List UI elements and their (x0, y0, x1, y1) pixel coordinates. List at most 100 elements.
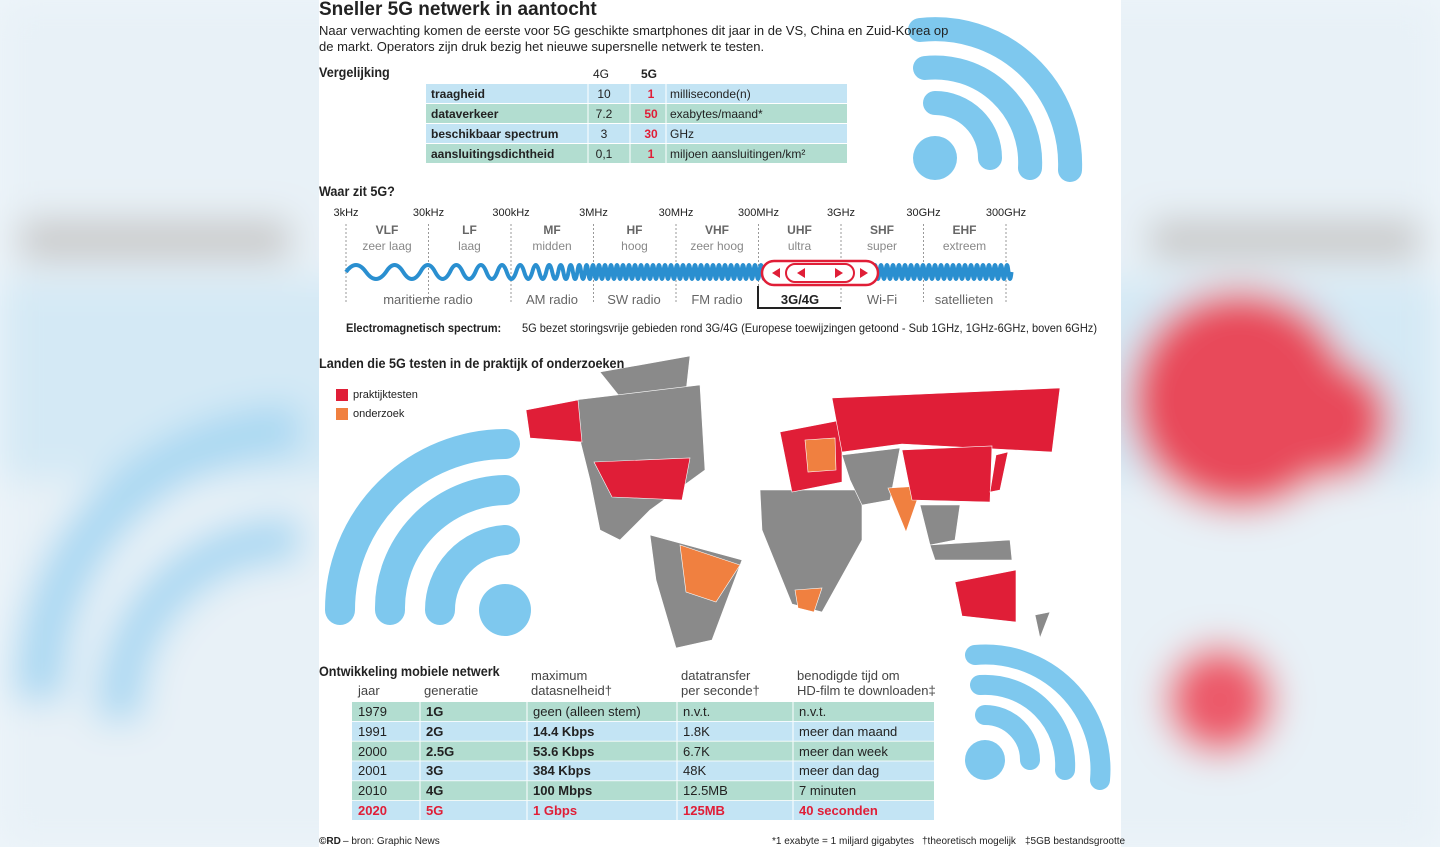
cell: n.v.t. (683, 704, 711, 719)
cell: 7 minuten (799, 783, 857, 799)
band-name: zeer hoog (690, 239, 744, 253)
unit: exabytes/maand* (670, 107, 763, 121)
table-row (352, 741, 934, 761)
use-label: FM radio (691, 292, 743, 307)
frequency-label: 3GHz (826, 207, 856, 219)
row-label: beschikbaar spectrum (431, 127, 559, 141)
value-4g: 3 (600, 127, 608, 141)
section-title: Vergelijking (319, 64, 390, 80)
use-label: AM radio (525, 292, 579, 307)
frequency-label: 300kHz (492, 207, 530, 219)
band-name: zeer laag (362, 239, 412, 253)
cell: 14.4 Kbps (533, 723, 595, 739)
column-header: 5G (640, 67, 658, 81)
column-header: per seconde† (681, 683, 760, 698)
band-5g-mid (785, 263, 855, 283)
section-title: Landen die 5G testen in de praktijk of o… (319, 355, 625, 371)
band-name: midden (532, 239, 572, 253)
value-5g: 50 (644, 107, 658, 121)
cell: meer dan dag (799, 763, 880, 779)
cell: 1G (426, 704, 444, 719)
cell: 5G (426, 803, 444, 818)
column-header: 4G (592, 67, 610, 81)
table-row (426, 104, 847, 123)
use-label: satellieten (934, 292, 994, 307)
cell: 2.5G (426, 743, 455, 759)
row-label: dataverkeer (431, 107, 499, 121)
band-code: UHF (787, 223, 812, 237)
value-5g: 1 (647, 147, 655, 161)
use-label: maritieme radio (383, 292, 473, 307)
table-row (426, 84, 847, 103)
table-row (352, 781, 934, 801)
cell: 1 Gbps (533, 803, 578, 818)
table-row (426, 144, 847, 163)
table-row (352, 761, 934, 781)
table-row (352, 801, 934, 820)
frequency-label: 30kHz (412, 207, 445, 219)
cell: n.v.t. (799, 704, 827, 719)
frequency-label: 30MHz (658, 207, 694, 219)
band-code: LF (462, 223, 477, 237)
frequency-label: 30GHz (906, 207, 941, 219)
frequency-label: 3kHz (333, 207, 359, 219)
frequency-label: 300GHz (985, 207, 1027, 219)
row-label: aansluitingsdichtheid (431, 147, 555, 161)
cell: meer dan week (799, 743, 888, 759)
source-label: ©RD (319, 836, 341, 847)
column-header: generatie (424, 683, 479, 698)
value-4g: 0,1 (595, 147, 613, 161)
value-5g: 1 (647, 87, 655, 101)
section-title: Ontwikkeling mobiele netwerk (319, 663, 500, 679)
use-label: SW radio (607, 292, 661, 307)
cell: 2001 (358, 763, 387, 779)
caption: 5G bezet storingsvrije gebieden rond 3G/… (522, 321, 1097, 335)
band-name: ultra (787, 239, 812, 253)
legend-label: praktijktesten (353, 389, 418, 401)
band-code: SHF (870, 223, 894, 237)
band-code: EHF (952, 223, 977, 237)
cell: 12.5MB (683, 783, 728, 799)
band-code: VLF (375, 223, 399, 237)
cell: meer dan maand (799, 723, 898, 739)
footnote: *1 exabyte = 1 miljard gigabytes (772, 836, 915, 847)
cell: 1979 (358, 704, 387, 719)
band-code: HF (626, 223, 643, 237)
band-code: MF (543, 223, 561, 237)
row-label: traagheid (431, 87, 486, 101)
value-4g: 10 (597, 87, 611, 101)
caption-label: Electromagnetisch spectrum: (346, 321, 502, 335)
table-row (352, 721, 934, 741)
cell: geen (alleen stem) (533, 704, 641, 719)
title: Sneller 5G netwerk in aantocht (319, 0, 597, 20)
unit: miljoen aansluitingen/km² (670, 147, 806, 161)
table-row (426, 124, 847, 143)
use-label: 3G/4G (780, 292, 820, 307)
column-header: jaar (358, 683, 380, 698)
footnote: ‡5GB bestandsgrootte (1025, 836, 1126, 847)
source: – bron: Graphic News (343, 836, 440, 847)
column-header: datatransfer (681, 668, 751, 683)
table-row (352, 702, 934, 721)
cell: 2000 (358, 743, 387, 759)
legend-swatch (336, 389, 348, 401)
value-4g: 7.2 (595, 107, 613, 121)
unit: milliseconde(n) (670, 87, 751, 101)
cell: 53.6 Kbps (533, 743, 595, 759)
band-code: VHF (705, 223, 729, 237)
cell: 1.8K (683, 723, 710, 739)
cell: 3G (426, 763, 444, 779)
cell: 40 seconden (799, 803, 878, 818)
cell: 2010 (358, 783, 387, 799)
cell: 4G (426, 783, 444, 799)
footnote: †theoretisch mogelijk (922, 836, 1016, 847)
bracket (757, 286, 841, 309)
intro: Naar verwachting komen de eerste voor 5G… (319, 23, 949, 54)
cell: 2G (426, 723, 444, 739)
cell: 384 Kbps (533, 763, 591, 779)
legend-label: onderzoek (353, 408, 405, 420)
frequency-label: 300MHz (738, 207, 779, 219)
cell: 6.7K (683, 743, 710, 759)
